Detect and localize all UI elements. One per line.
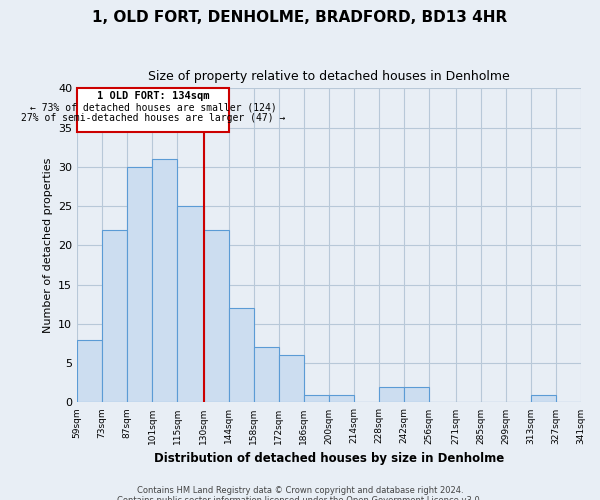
Bar [177, 206, 204, 402]
Bar [530, 394, 556, 402]
Bar [77, 340, 102, 402]
Bar [304, 394, 329, 402]
Bar [204, 230, 229, 402]
Bar [404, 386, 429, 402]
Bar [379, 386, 404, 402]
Bar [329, 394, 354, 402]
Y-axis label: Number of detached properties: Number of detached properties [43, 158, 53, 333]
FancyBboxPatch shape [77, 88, 229, 132]
Title: Size of property relative to detached houses in Denholme: Size of property relative to detached ho… [148, 70, 509, 83]
Text: Contains public sector information licensed under the Open Government Licence v3: Contains public sector information licen… [118, 496, 482, 500]
Text: ← 73% of detached houses are smaller (124): ← 73% of detached houses are smaller (12… [29, 102, 277, 113]
Text: 1, OLD FORT, DENHOLME, BRADFORD, BD13 4HR: 1, OLD FORT, DENHOLME, BRADFORD, BD13 4H… [92, 10, 508, 25]
Bar [254, 348, 279, 403]
Bar [279, 356, 304, 403]
Bar [152, 159, 177, 402]
Text: 27% of semi-detached houses are larger (47) →: 27% of semi-detached houses are larger (… [21, 114, 285, 124]
Bar [229, 308, 254, 402]
Text: Contains HM Land Registry data © Crown copyright and database right 2024.: Contains HM Land Registry data © Crown c… [137, 486, 463, 495]
X-axis label: Distribution of detached houses by size in Denholme: Distribution of detached houses by size … [154, 452, 504, 465]
Bar [102, 230, 127, 402]
Bar [127, 167, 152, 402]
Text: 1 OLD FORT: 134sqm: 1 OLD FORT: 134sqm [97, 92, 209, 102]
